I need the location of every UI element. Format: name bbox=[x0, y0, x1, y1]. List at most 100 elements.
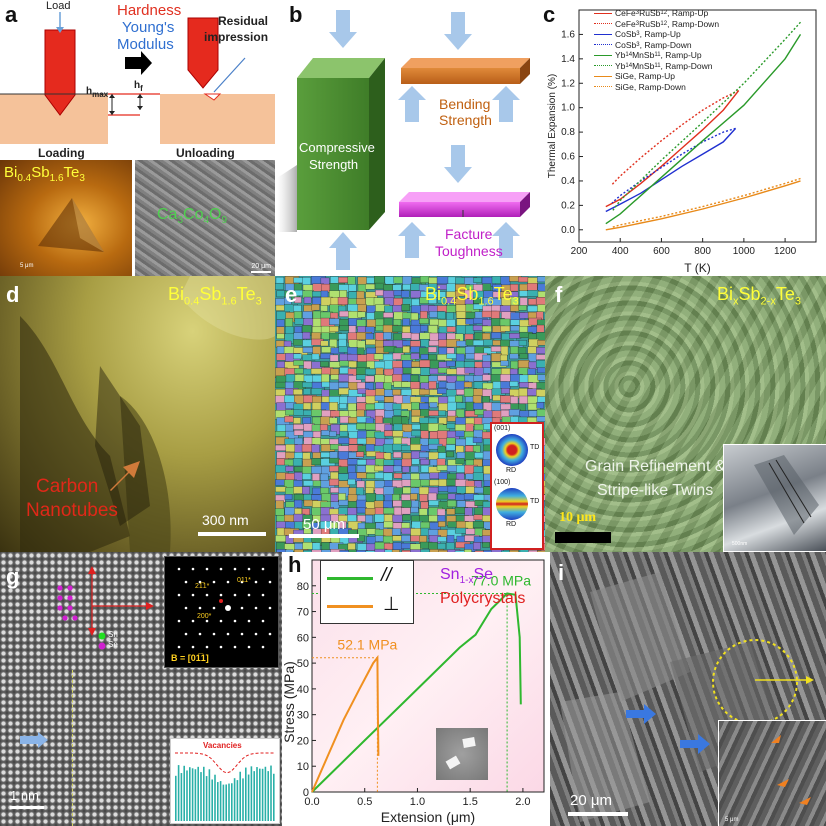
sn-atom-icon bbox=[98, 632, 106, 640]
grain bbox=[438, 332, 447, 341]
grain bbox=[392, 325, 403, 333]
legend-line-parallel bbox=[327, 577, 373, 580]
grain bbox=[446, 451, 454, 458]
profile-bar bbox=[208, 769, 211, 821]
grain bbox=[473, 542, 481, 550]
fft-spot bbox=[212, 606, 216, 610]
fft-spot bbox=[184, 632, 188, 636]
sem-material-label: Ca3Co4O9 bbox=[157, 206, 228, 227]
grain bbox=[357, 276, 367, 286]
grain bbox=[528, 338, 539, 347]
rd-label-2: RD bbox=[506, 521, 517, 528]
legend-text: SiGe, Ramp-Up bbox=[615, 71, 675, 81]
grain bbox=[311, 437, 321, 446]
fft-pattern bbox=[177, 567, 272, 649]
fft-spot-label-3: 200* bbox=[197, 613, 212, 620]
facture-label-2: Toughness bbox=[435, 243, 503, 259]
grain bbox=[537, 374, 545, 381]
grain bbox=[329, 326, 339, 332]
grain bbox=[419, 325, 428, 332]
tem-inset-scale-label: 500nm bbox=[732, 541, 748, 547]
grain bbox=[347, 478, 356, 485]
hrtem-scale-bar bbox=[10, 806, 44, 809]
panel-b-label: b bbox=[289, 2, 303, 27]
legend-swatch bbox=[594, 44, 612, 46]
grain bbox=[320, 340, 329, 347]
thermal-expansion-legend: CeFe 3 RuSb 12, Ramp-Up CeFe 3 RuSb 12, Ramp-Do… bbox=[594, 8, 719, 92]
legend-entry: SiGe, Ramp-Up bbox=[594, 71, 719, 82]
fft-spot bbox=[184, 580, 188, 584]
tem-image bbox=[20, 276, 275, 552]
grain bbox=[472, 339, 486, 346]
grain bbox=[382, 290, 395, 299]
stress-extension-chart: 0.0 0.5 1.0 1.5 2.0 0 10 20 30 40 50 60 70 80 Extensio… bbox=[282, 559, 545, 825]
grain bbox=[311, 304, 320, 311]
y-tick-label: 60 bbox=[297, 632, 309, 644]
grain bbox=[302, 311, 313, 320]
ebsd-scale-label: 50 μm bbox=[303, 516, 345, 533]
profile-bar bbox=[189, 767, 191, 821]
sample-cube-1 bbox=[462, 737, 476, 748]
profile-bar bbox=[214, 774, 216, 821]
profile-bar bbox=[264, 766, 267, 821]
grain bbox=[411, 430, 422, 437]
x-tick-label: 1000 bbox=[733, 246, 756, 257]
grain bbox=[312, 297, 322, 305]
profile-bar bbox=[256, 767, 258, 821]
grain bbox=[410, 493, 418, 500]
thermal-expansion-chart: 200 400 600 800 1000 1200 0.0 0.2 0.4 0.6 0.8 1.0 1.… bbox=[547, 9, 817, 275]
grain bbox=[500, 360, 509, 367]
modulus-label: Modulus bbox=[117, 36, 174, 53]
unload-arrow bbox=[125, 51, 152, 75]
vacancy-profile-inset: Vacancies bbox=[170, 738, 280, 824]
grain bbox=[535, 354, 545, 360]
grain bbox=[500, 403, 512, 410]
grain bbox=[293, 424, 304, 430]
profile-bar bbox=[267, 771, 269, 821]
grain bbox=[294, 499, 303, 509]
fft-spot bbox=[212, 632, 216, 636]
legend-swatch bbox=[594, 23, 612, 25]
grain bbox=[509, 381, 519, 387]
legend-text: MnSb bbox=[632, 50, 655, 60]
grain bbox=[465, 346, 476, 355]
grain bbox=[392, 389, 401, 396]
panel-b: Compressive Strength Bending Strength Fa… bbox=[275, 0, 541, 276]
grain bbox=[302, 331, 311, 340]
profile-bar bbox=[219, 781, 222, 821]
pole-figure-001 bbox=[496, 434, 528, 466]
series-line bbox=[311, 592, 522, 793]
profile-bar bbox=[225, 784, 227, 821]
y-tick-label: 0.0 bbox=[561, 225, 575, 236]
grain bbox=[436, 311, 446, 320]
panel-a-label: a bbox=[5, 2, 18, 27]
grain bbox=[510, 403, 520, 410]
grain bbox=[401, 550, 411, 552]
fft-spot bbox=[254, 606, 258, 610]
grain bbox=[294, 318, 305, 325]
grain bbox=[321, 332, 331, 340]
residual-label-1: Residual bbox=[218, 14, 269, 28]
x-tick-label: 1.5 bbox=[463, 796, 478, 808]
panel-f-label: f bbox=[555, 282, 563, 307]
nanotube-cluster bbox=[95, 366, 150, 526]
x-tick-label: 0.0 bbox=[304, 796, 319, 808]
grain bbox=[356, 402, 367, 411]
grain bbox=[375, 415, 383, 424]
grain bbox=[383, 452, 392, 460]
series-line bbox=[311, 654, 380, 793]
grain bbox=[357, 304, 367, 313]
grain bbox=[437, 536, 447, 542]
profile-bar bbox=[273, 773, 275, 821]
legend-text: 3 bbox=[635, 20, 640, 27]
profile-bar bbox=[228, 783, 230, 821]
grain bbox=[446, 353, 458, 359]
panel-a: Load Hardness Young's Modulus Residual i… bbox=[0, 0, 275, 276]
grain bbox=[455, 430, 465, 437]
grain bbox=[428, 410, 439, 416]
tem-scale-label: 300 nm bbox=[202, 512, 249, 528]
panel-g-label: g bbox=[6, 564, 20, 589]
bending-bar bbox=[401, 68, 520, 84]
fft-spot bbox=[191, 593, 195, 597]
profile-bar bbox=[217, 782, 219, 821]
